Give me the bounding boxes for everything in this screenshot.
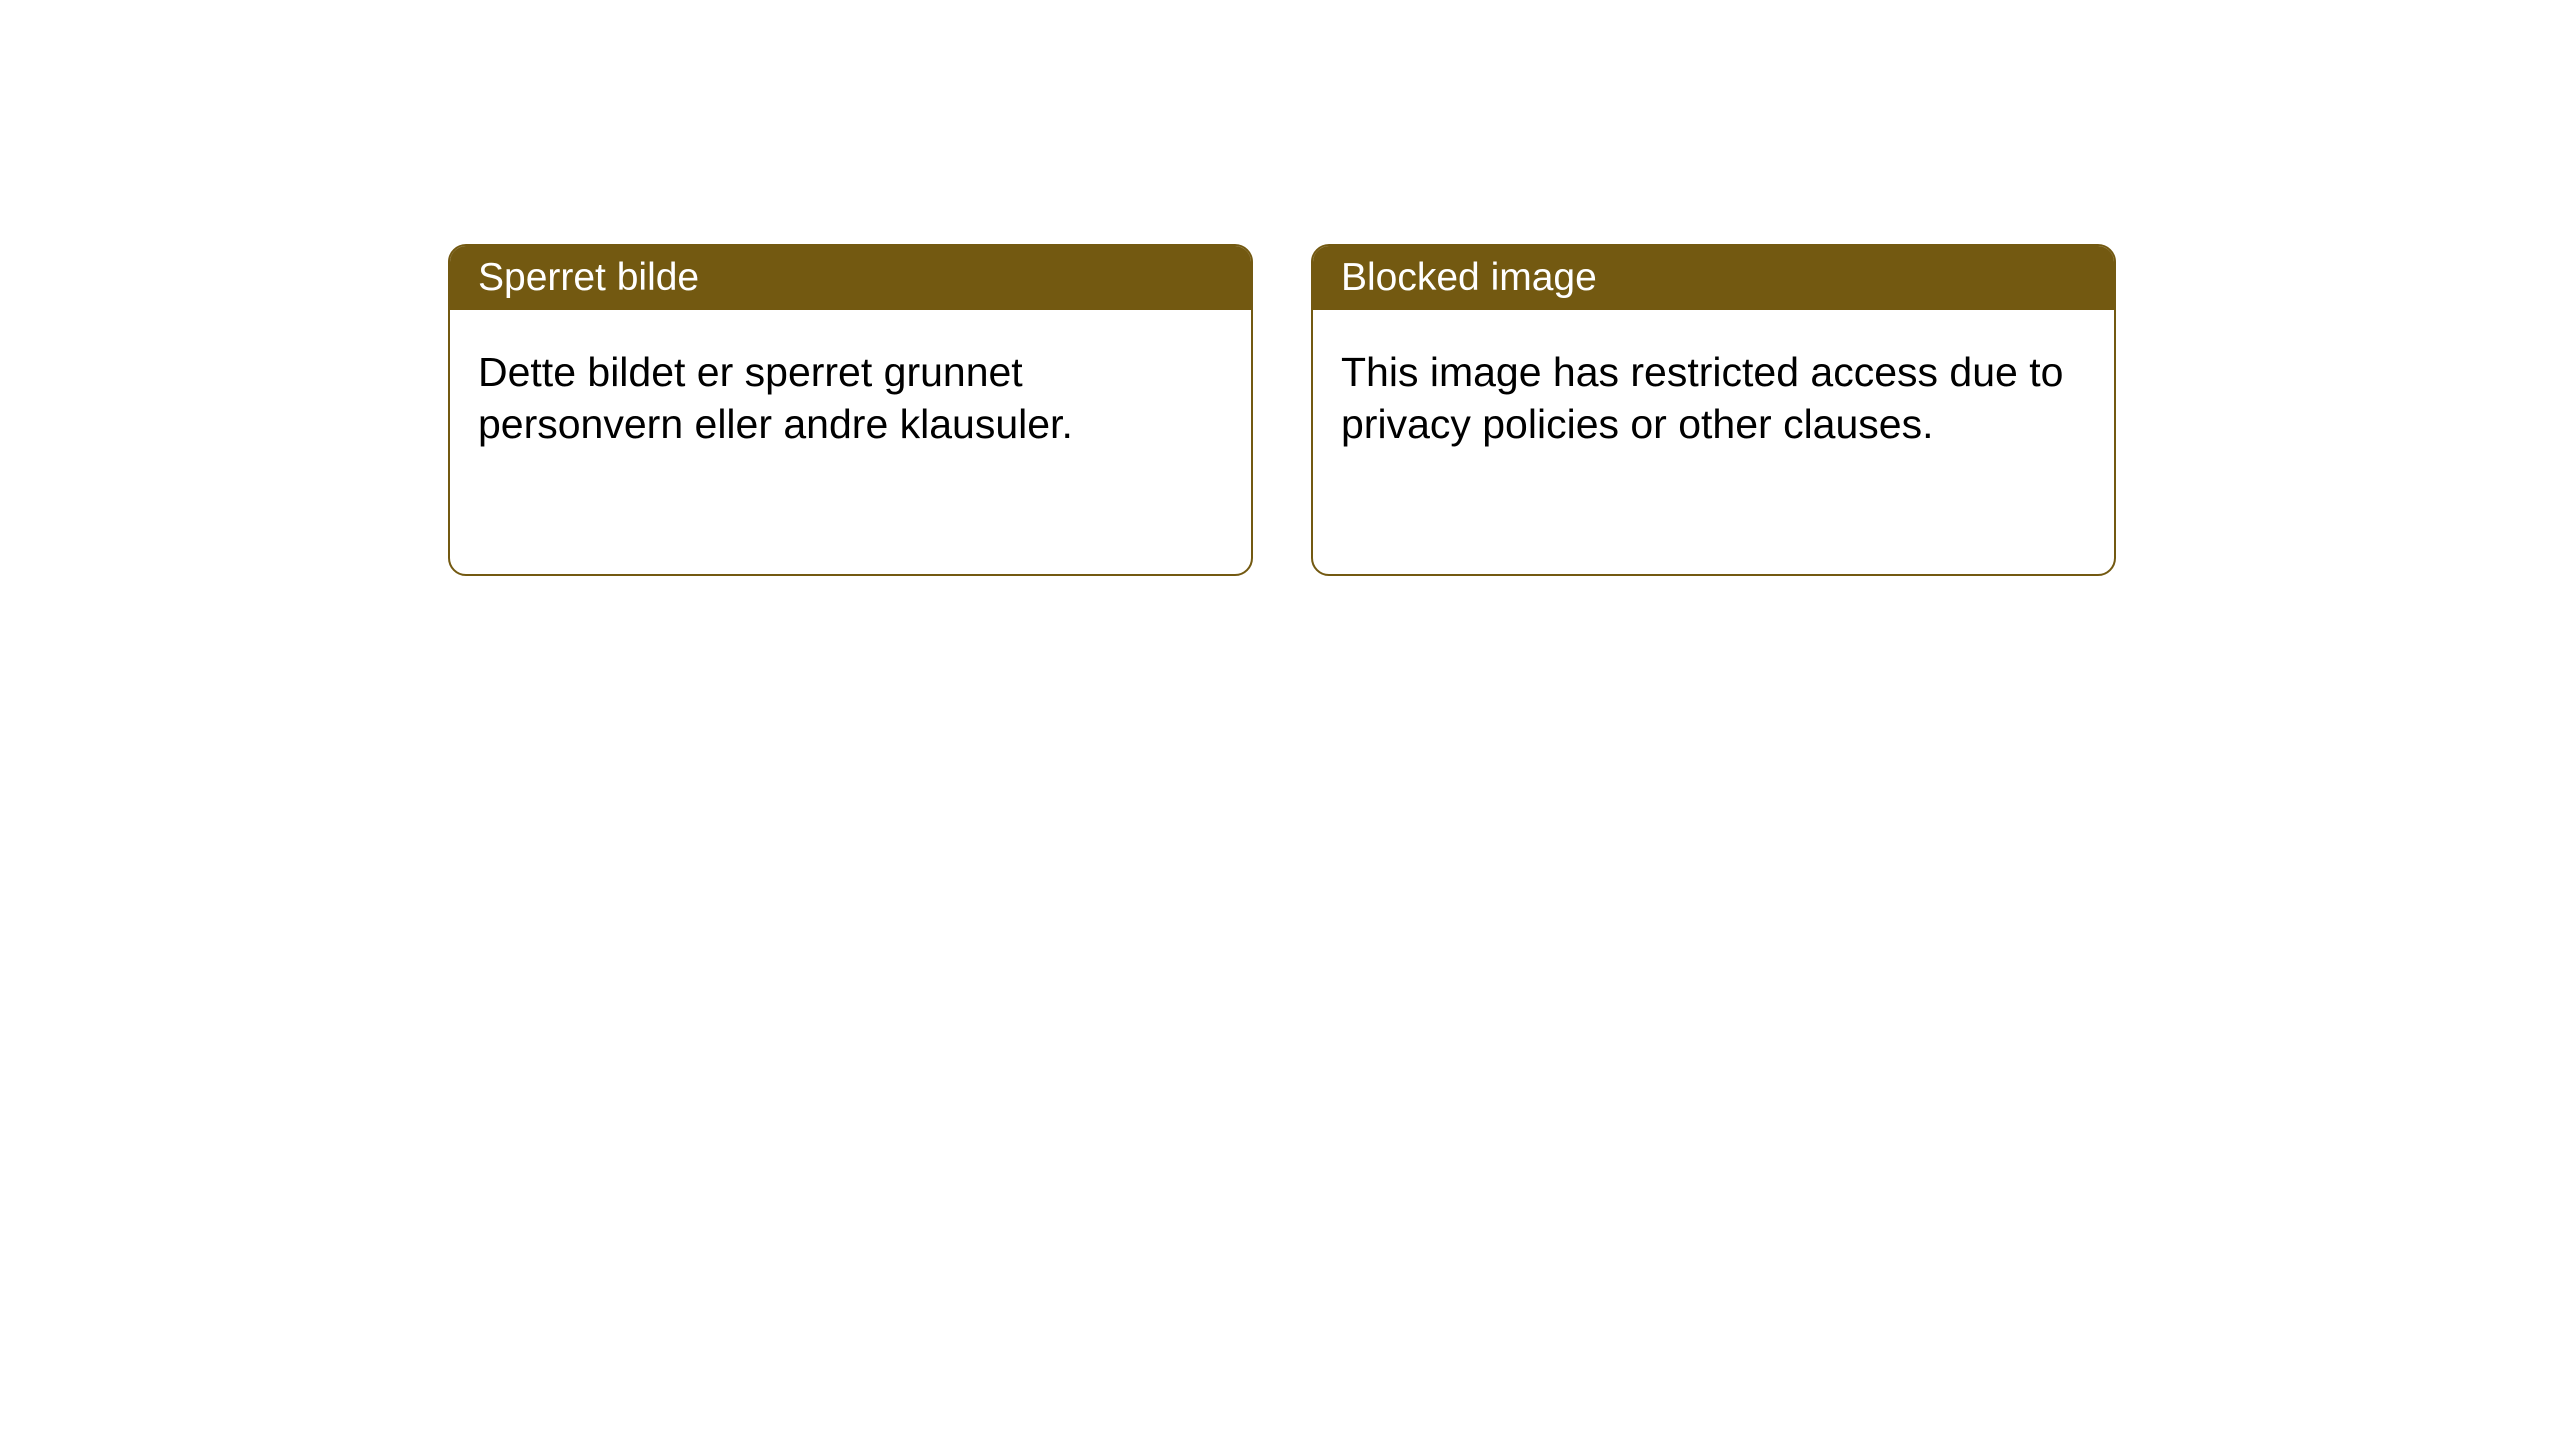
notice-card-english: Blocked image This image has restricted …: [1311, 244, 2116, 576]
card-body: Dette bildet er sperret grunnet personve…: [450, 310, 1251, 487]
card-header: Sperret bilde: [450, 246, 1251, 310]
card-header: Blocked image: [1313, 246, 2114, 310]
notice-card-norwegian: Sperret bilde Dette bildet er sperret gr…: [448, 244, 1253, 576]
card-body: This image has restricted access due to …: [1313, 310, 2114, 487]
notice-container: Sperret bilde Dette bildet er sperret gr…: [0, 0, 2560, 576]
